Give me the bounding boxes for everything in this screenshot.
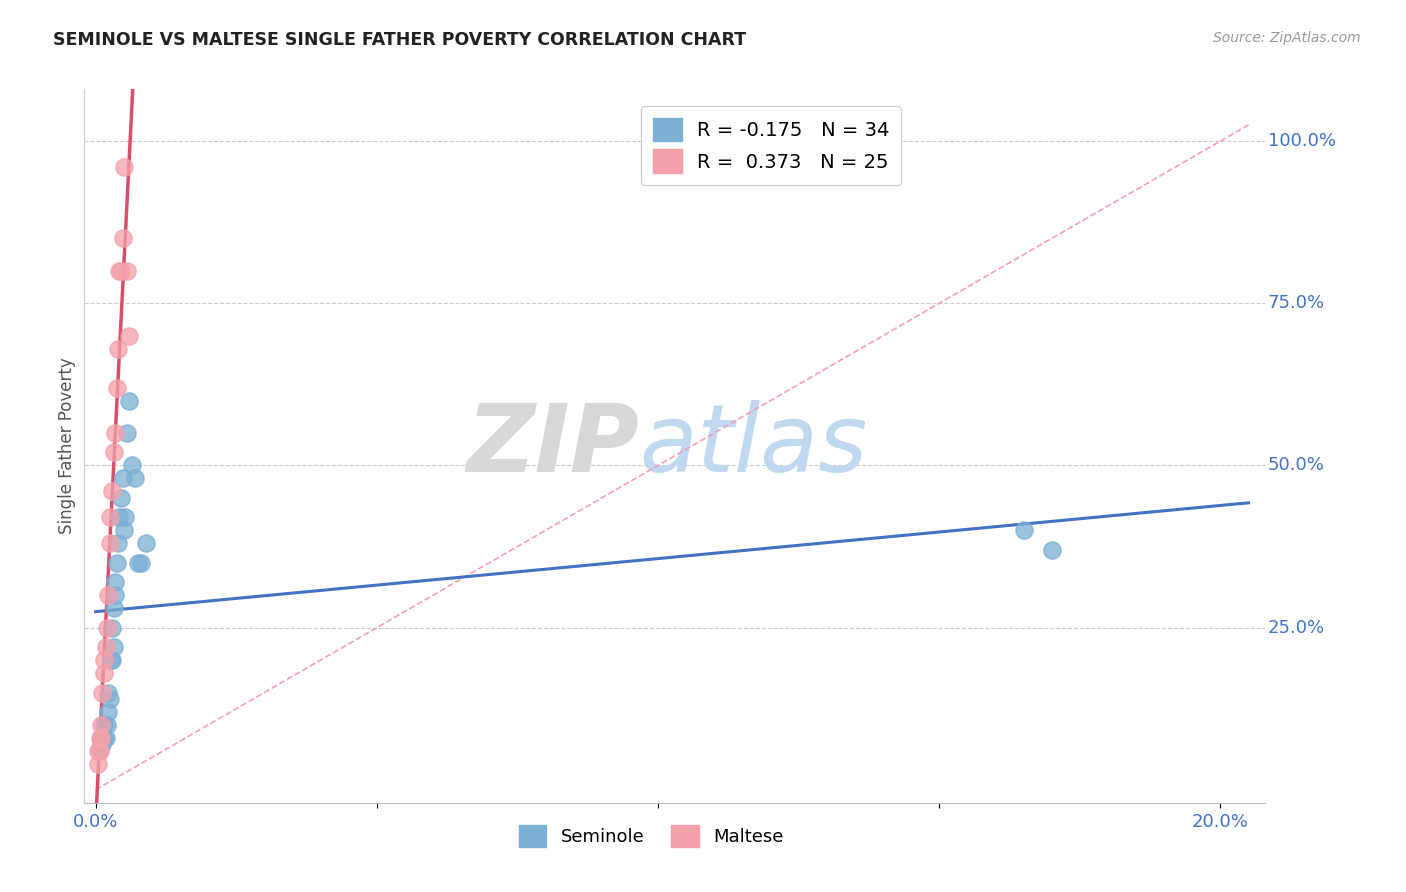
- Point: [103, 445, 125, 459]
- Text: ZIP: ZIP: [467, 400, 640, 492]
- Point: [98, 536, 121, 550]
- Point: [93, 653, 115, 667]
- Legend: Seminole, Maltese: Seminole, Maltese: [512, 818, 790, 855]
- Point: [135, 536, 157, 550]
- Point: [103, 601, 125, 615]
- Point: [129, 556, 152, 570]
- Point: [101, 653, 124, 667]
- Point: [90, 718, 112, 732]
- Point: [110, 491, 132, 505]
- Y-axis label: Single Father Poverty: Single Father Poverty: [58, 358, 76, 534]
- Text: 25.0%: 25.0%: [1268, 619, 1324, 637]
- Point: [124, 471, 146, 485]
- Point: [114, 510, 136, 524]
- Point: [115, 264, 138, 278]
- Point: [90, 734, 112, 748]
- Point: [93, 666, 115, 681]
- Point: [93, 718, 115, 732]
- Point: [91, 738, 114, 752]
- Point: [112, 160, 135, 174]
- Point: [97, 685, 120, 699]
- Point: [100, 653, 122, 667]
- Point: [111, 231, 134, 245]
- Point: [104, 575, 127, 590]
- Point: [110, 264, 132, 278]
- Point: [104, 588, 127, 602]
- Point: [1040, 542, 1063, 557]
- Text: 50.0%: 50.0%: [1268, 457, 1324, 475]
- Point: [108, 264, 131, 278]
- Point: [118, 328, 141, 343]
- Point: [91, 685, 114, 699]
- Point: [89, 744, 111, 758]
- Point: [111, 471, 134, 485]
- Point: [104, 425, 127, 440]
- Text: atlas: atlas: [640, 401, 868, 491]
- Text: Source: ZipAtlas.com: Source: ZipAtlas.com: [1213, 31, 1361, 45]
- Point: [89, 731, 111, 745]
- Point: [108, 510, 131, 524]
- Point: [90, 731, 112, 745]
- Point: [115, 425, 138, 440]
- Point: [87, 756, 110, 771]
- Point: [127, 556, 149, 570]
- Point: [105, 381, 128, 395]
- Point: [121, 458, 143, 473]
- Point: [89, 740, 111, 755]
- Point: [1012, 524, 1035, 538]
- Point: [97, 705, 120, 719]
- Point: [107, 536, 129, 550]
- Point: [87, 744, 110, 758]
- Point: [96, 621, 118, 635]
- Point: [98, 510, 121, 524]
- Point: [98, 692, 121, 706]
- Point: [90, 731, 112, 745]
- Point: [105, 556, 128, 570]
- Point: [101, 621, 124, 635]
- Point: [96, 718, 118, 732]
- Point: [94, 731, 117, 745]
- Point: [101, 484, 124, 499]
- Point: [112, 524, 135, 538]
- Point: [94, 640, 117, 654]
- Point: [118, 393, 141, 408]
- Point: [97, 588, 120, 602]
- Point: [93, 731, 115, 745]
- Text: SEMINOLE VS MALTESE SINGLE FATHER POVERTY CORRELATION CHART: SEMINOLE VS MALTESE SINGLE FATHER POVERT…: [53, 31, 747, 49]
- Point: [107, 342, 129, 356]
- Text: 75.0%: 75.0%: [1268, 294, 1324, 312]
- Text: 100.0%: 100.0%: [1268, 132, 1336, 150]
- Point: [103, 640, 125, 654]
